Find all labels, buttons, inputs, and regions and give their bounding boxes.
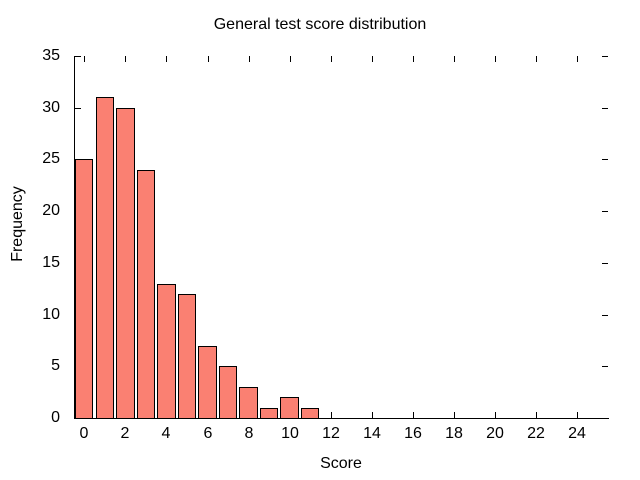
x-axis-mirror-tick xyxy=(166,56,167,62)
x-axis-tick-label: 24 xyxy=(568,425,586,442)
x-axis-mirror-tick xyxy=(249,56,250,62)
x-axis-mirror-tick xyxy=(495,56,496,62)
x-axis-tick xyxy=(372,412,373,418)
y-axis-tick-label: 0 xyxy=(51,409,60,426)
x-axis-mirror-tick xyxy=(84,56,85,62)
x-axis-mirror-tick xyxy=(208,56,209,62)
x-axis-tick-label: 4 xyxy=(161,425,171,442)
x-axis-tick-label: 14 xyxy=(363,425,381,442)
x-axis-tick-label: 6 xyxy=(203,425,213,442)
x-axis-mirror-tick xyxy=(125,56,126,62)
histogram-bar xyxy=(198,345,217,419)
y-axis-mirror-tick xyxy=(602,263,608,264)
y-axis-mirror-tick xyxy=(602,315,608,316)
x-axis-tick-label: 10 xyxy=(281,425,299,442)
histogram-bar xyxy=(75,159,94,419)
y-axis-title: Frequency xyxy=(9,186,26,262)
x-axis-spine xyxy=(74,418,609,419)
x-axis-tick xyxy=(536,412,537,418)
histogram-bar xyxy=(177,293,197,419)
y-axis-mirror-tick xyxy=(602,418,608,419)
y-axis-mirror-tick xyxy=(602,56,608,57)
histogram-bar xyxy=(157,283,176,419)
y-axis-tick xyxy=(75,108,81,109)
y-axis-mirror-tick xyxy=(602,211,608,212)
x-axis-tick-label: 0 xyxy=(79,425,89,442)
y-axis-tick-label: 10 xyxy=(42,306,60,323)
x-axis-tick xyxy=(413,412,414,418)
histogram-bar xyxy=(259,407,279,419)
y-axis-tick-label: 20 xyxy=(42,202,60,219)
y-axis-spine xyxy=(74,56,75,419)
x-axis-tick-label: 18 xyxy=(445,425,463,442)
x-axis-mirror-tick xyxy=(577,56,578,62)
x-axis-tick xyxy=(495,412,496,418)
y-axis-tick-label: 25 xyxy=(42,150,60,167)
x-axis-mirror-tick xyxy=(331,56,332,62)
histogram-bar xyxy=(280,397,299,419)
x-axis-mirror-tick xyxy=(454,56,455,62)
x-axis-tick xyxy=(454,412,455,418)
y-axis-tick-label: 5 xyxy=(51,357,60,374)
x-axis-tick xyxy=(577,412,578,418)
x-axis-mirror-tick xyxy=(536,56,537,62)
histogram-bar xyxy=(116,107,135,419)
histogram-bar xyxy=(300,407,320,419)
y-axis-tick-label: 15 xyxy=(42,254,60,271)
x-axis-tick xyxy=(331,412,332,418)
x-axis-tick-label: 22 xyxy=(527,425,545,442)
chart-title: General test score distribution xyxy=(213,16,427,33)
x-axis-mirror-tick xyxy=(372,56,373,62)
x-axis-tick-label: 8 xyxy=(244,425,254,442)
y-axis-mirror-tick xyxy=(602,159,608,160)
x-axis-tick-label: 20 xyxy=(486,425,504,442)
histogram-bar xyxy=(218,366,238,419)
x-axis-tick-label: 12 xyxy=(322,425,340,442)
x-axis-mirror-tick xyxy=(413,56,414,62)
x-axis-mirror-tick xyxy=(290,56,291,62)
y-axis-tick xyxy=(75,56,81,57)
y-axis-tick-label: 35 xyxy=(42,47,60,64)
y-axis-mirror-tick xyxy=(602,108,608,109)
y-axis-mirror-tick xyxy=(602,366,608,367)
x-axis-title: Score xyxy=(320,455,362,472)
y-axis-tick-label: 30 xyxy=(42,99,60,116)
x-axis-tick-label: 16 xyxy=(404,425,422,442)
histogram-bar xyxy=(136,169,156,419)
histogram-bar xyxy=(239,386,258,419)
histogram-bar xyxy=(95,97,115,419)
x-axis-tick-label: 2 xyxy=(120,425,130,442)
